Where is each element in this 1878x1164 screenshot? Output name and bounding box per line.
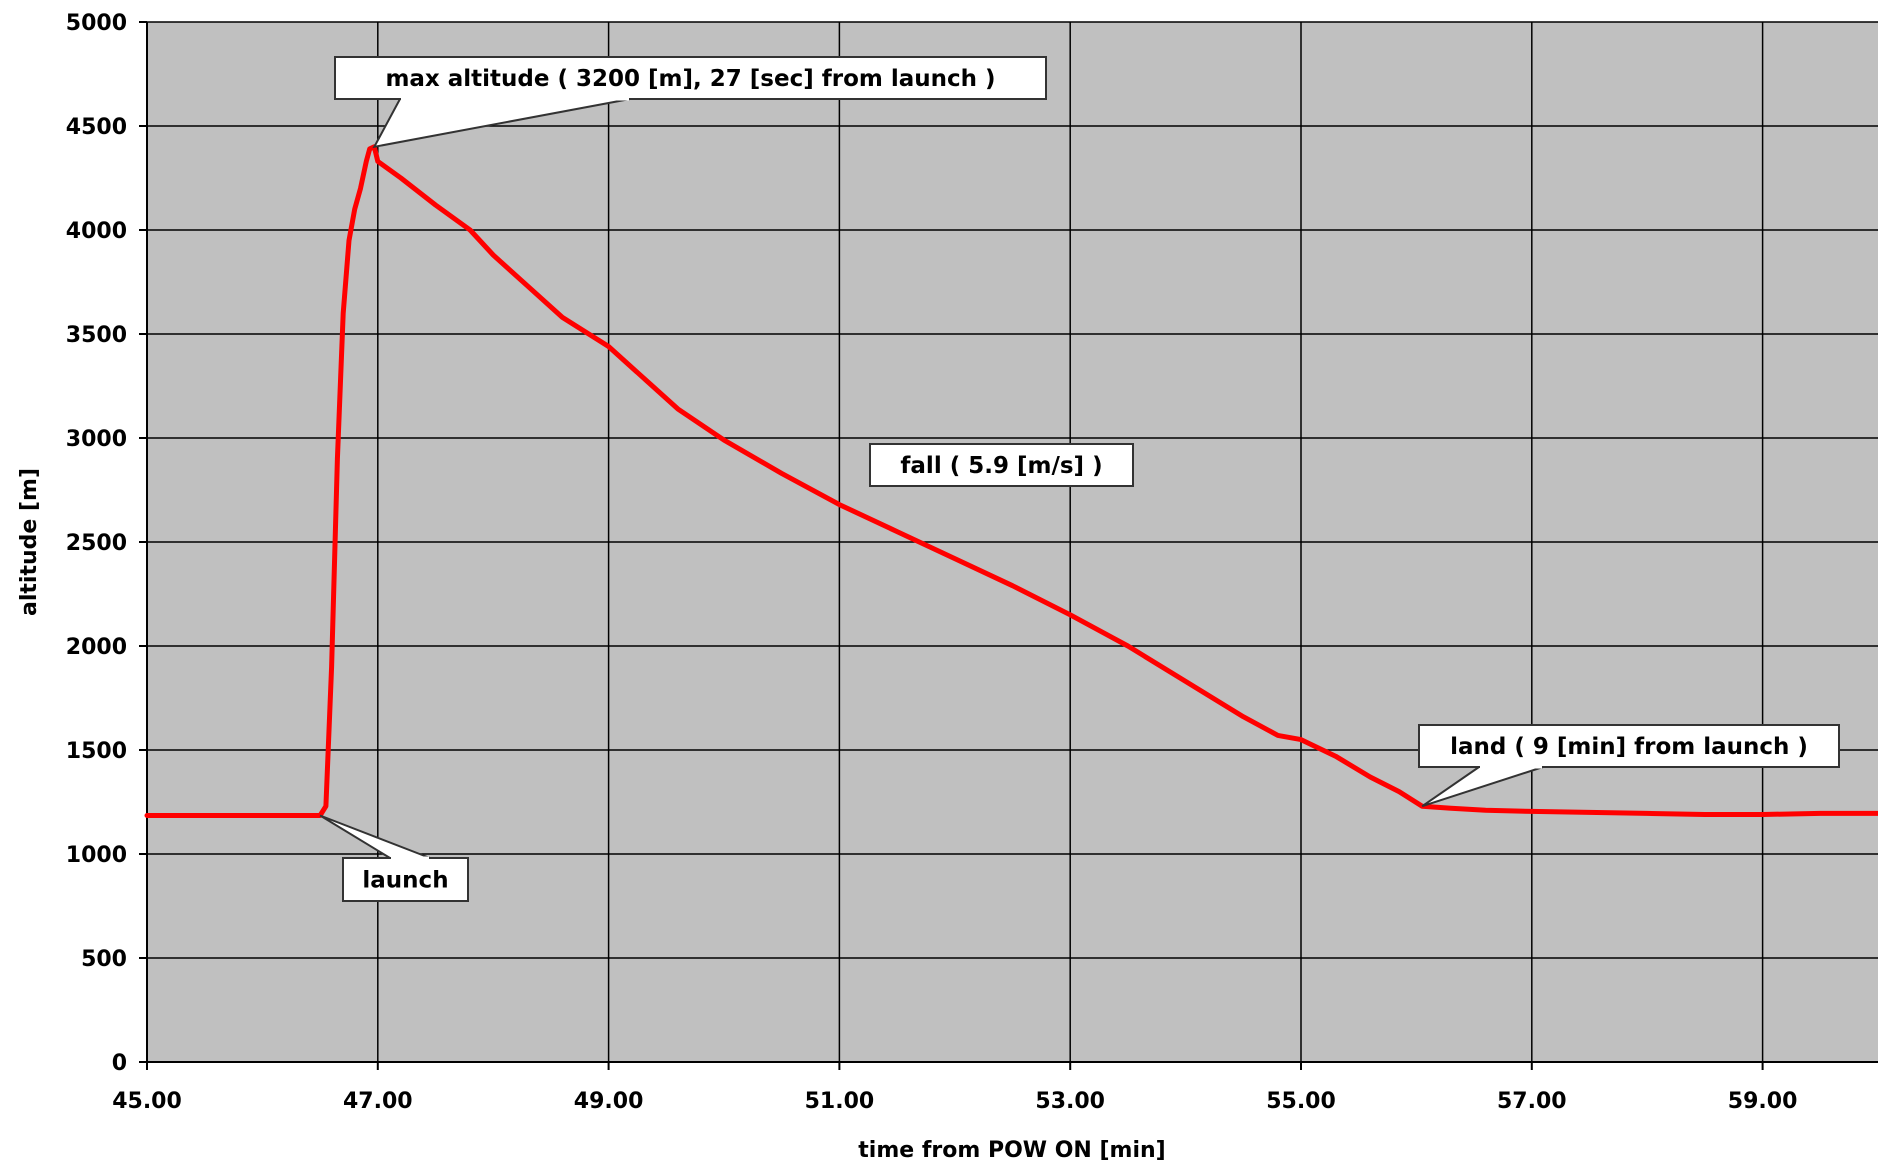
altitude-series-line [144,144,1878,818]
annotation-box [869,443,1134,487]
annotation-callout: launch [319,814,469,902]
x-tick-label: 55.00 [1266,1089,1336,1114]
annotation-label: max altitude ( 3200 [m], 27 [sec] from l… [385,66,995,92]
y-axis-title: altitude [m] [17,468,42,616]
annotation-callout: fall ( 5.9 [m/s] ) [869,443,1134,487]
x-tick-label: 51.00 [805,1089,875,1114]
y-tick-label: 1000 [66,843,127,868]
annotation-label: fall ( 5.9 [m/s] ) [900,453,1102,479]
annotation-box [342,857,469,902]
y-tick-label: 4500 [66,115,127,140]
x-tick-label: 49.00 [574,1089,644,1114]
annotations-layer: max altitude ( 3200 [m], 27 [sec] from l… [319,56,1840,902]
y-tick-label: 0 [112,1051,127,1076]
annotation-callout: max altitude ( 3200 [m], 27 [sec] from l… [334,56,1047,149]
x-tick-labels: 45.00 47.00 49.00 51.00 53.00 55.00 57.00 59.00 [112,1089,1797,1114]
y-tick-label: 5000 [66,11,127,36]
annotation-box [1418,724,1840,768]
annotation-label: launch [362,868,448,894]
y-tick-label: 3500 [66,323,127,348]
y-tick-label: 2000 [66,635,127,660]
x-tick-label: 47.00 [343,1089,413,1114]
series-layer [144,144,1878,818]
y-tick-label: 4000 [66,219,127,244]
y-tick-label: 3000 [66,427,127,452]
y-tick-label: 1500 [66,739,127,764]
x-tick-label: 53.00 [1035,1089,1105,1114]
axes [139,21,1878,1070]
gridlines [146,21,1878,1063]
x-tick-label: 59.00 [1728,1089,1798,1114]
annotation-callout: land ( 9 [min] from launch ) [1418,724,1840,808]
annotation-label: land ( 9 [min] from launch ) [1450,734,1808,760]
y-tick-label: 500 [81,947,127,972]
y-tick-labels: 0 500 1000 1500 2000 2500 3000 3500 4000 4500 5000 [66,11,127,1076]
x-tick-label: 57.00 [1497,1089,1567,1114]
y-tick-label: 2500 [66,531,127,556]
x-tick-label: 45.00 [112,1089,182,1114]
annotation-box [334,56,1047,100]
x-axis-title: time from POW ON [min] [858,1138,1165,1163]
